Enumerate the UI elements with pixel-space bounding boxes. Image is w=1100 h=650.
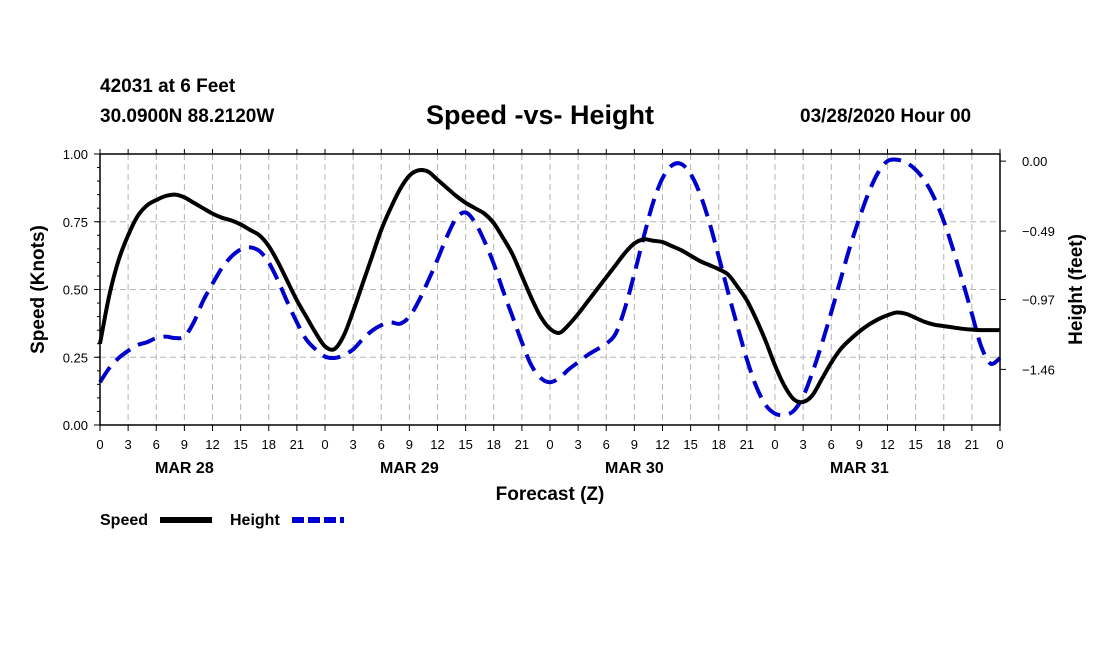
legend-speed-label: Speed: [100, 512, 148, 529]
x-tick-label: 6: [603, 437, 610, 452]
x-tick-label: 0: [996, 437, 1003, 452]
x-tick-label: 0: [771, 437, 778, 452]
x-tick-label: 3: [350, 437, 357, 452]
x-tick-label: 15: [683, 437, 697, 452]
height-series-line: [98, 157, 1002, 418]
x-tick-label: 18: [487, 437, 501, 452]
day-label: MAR 30: [605, 460, 664, 477]
x-tick-label: 3: [125, 437, 132, 452]
x-tick-label: 15: [233, 437, 247, 452]
x-tick-label: 15: [908, 437, 922, 452]
x-tick-label: 18: [712, 437, 726, 452]
run-time-label: 03/28/2020 Hour 00: [800, 106, 972, 127]
x-tick-label: 6: [828, 437, 835, 452]
y-tick-label: 0.25: [63, 350, 88, 365]
day-label: MAR 29: [380, 460, 439, 477]
y-axis-title: Speed (Knots): [28, 225, 49, 354]
station-label: 42031 at 6 Feet: [100, 76, 236, 97]
x-tick-label: 21: [965, 437, 979, 452]
series: [98, 157, 1002, 418]
legend: Speed Height: [100, 512, 344, 529]
x-tick-label: 9: [856, 437, 863, 452]
x-tick-label: 12: [205, 437, 219, 452]
y-tick-label: 0.00: [63, 418, 88, 433]
x-tick-label: 12: [655, 437, 669, 452]
x-tick-label: 12: [880, 437, 894, 452]
x-tick-label: 12: [430, 437, 444, 452]
y2-tick-label: −0.49: [1022, 224, 1055, 239]
x-tick-label: 9: [406, 437, 413, 452]
x-tick-label: 0: [321, 437, 328, 452]
x-tick-label: 15: [458, 437, 472, 452]
x-tick-label: 0: [96, 437, 103, 452]
x-tick-label: 3: [575, 437, 582, 452]
x-tick-label: 9: [181, 437, 188, 452]
coordinates-label: 30.0900N 88.2120W: [100, 106, 275, 127]
x-tick-label: 18: [262, 437, 276, 452]
y2-tick-label: −0.97: [1022, 292, 1055, 307]
x-tick-label: 3: [800, 437, 807, 452]
day-label: MAR 31: [830, 460, 889, 477]
x-tick-label: 21: [740, 437, 754, 452]
chart-title: Speed -vs- Height: [426, 100, 655, 130]
x-tick-label: 6: [153, 437, 160, 452]
axes: 0 3 6 9 12 15 18 21 0 3 6 9 12 15 18 21 0 3 6 9 12 15 18 21 0 3 6 9…: [63, 147, 1055, 477]
y2-tick-label: −1.46: [1022, 362, 1055, 377]
x-axis-title: Forecast (Z): [496, 484, 605, 505]
y-tick-label: 0.75: [63, 215, 88, 230]
y2-tick-label: 0.00: [1022, 154, 1047, 169]
x-tick-label: 9: [631, 437, 638, 452]
day-label: MAR 28: [155, 460, 214, 477]
x-tick-label: 21: [290, 437, 304, 452]
x-tick-label: 6: [378, 437, 385, 452]
y-tick-label: 1.00: [63, 147, 88, 162]
x-tick-label: 21: [515, 437, 529, 452]
speed-series-line: [98, 167, 1000, 405]
y-tick-label: 0.50: [63, 283, 88, 298]
grid: [100, 154, 1000, 425]
x-tick-label: 0: [546, 437, 553, 452]
x-tick-label: 18: [937, 437, 951, 452]
legend-height-label: Height: [230, 512, 280, 529]
y2-axis-title: Height (feet): [1066, 234, 1087, 345]
